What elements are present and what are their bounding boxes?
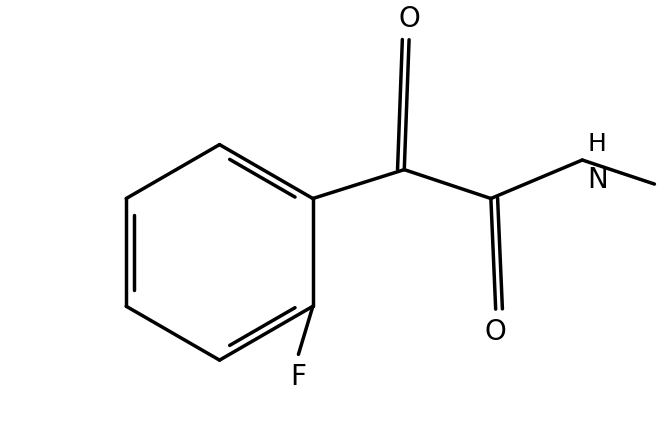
Text: O: O — [398, 5, 420, 33]
Text: H: H — [587, 132, 606, 156]
Text: O: O — [485, 317, 507, 345]
Text: F: F — [290, 362, 306, 390]
Text: N: N — [587, 165, 608, 193]
